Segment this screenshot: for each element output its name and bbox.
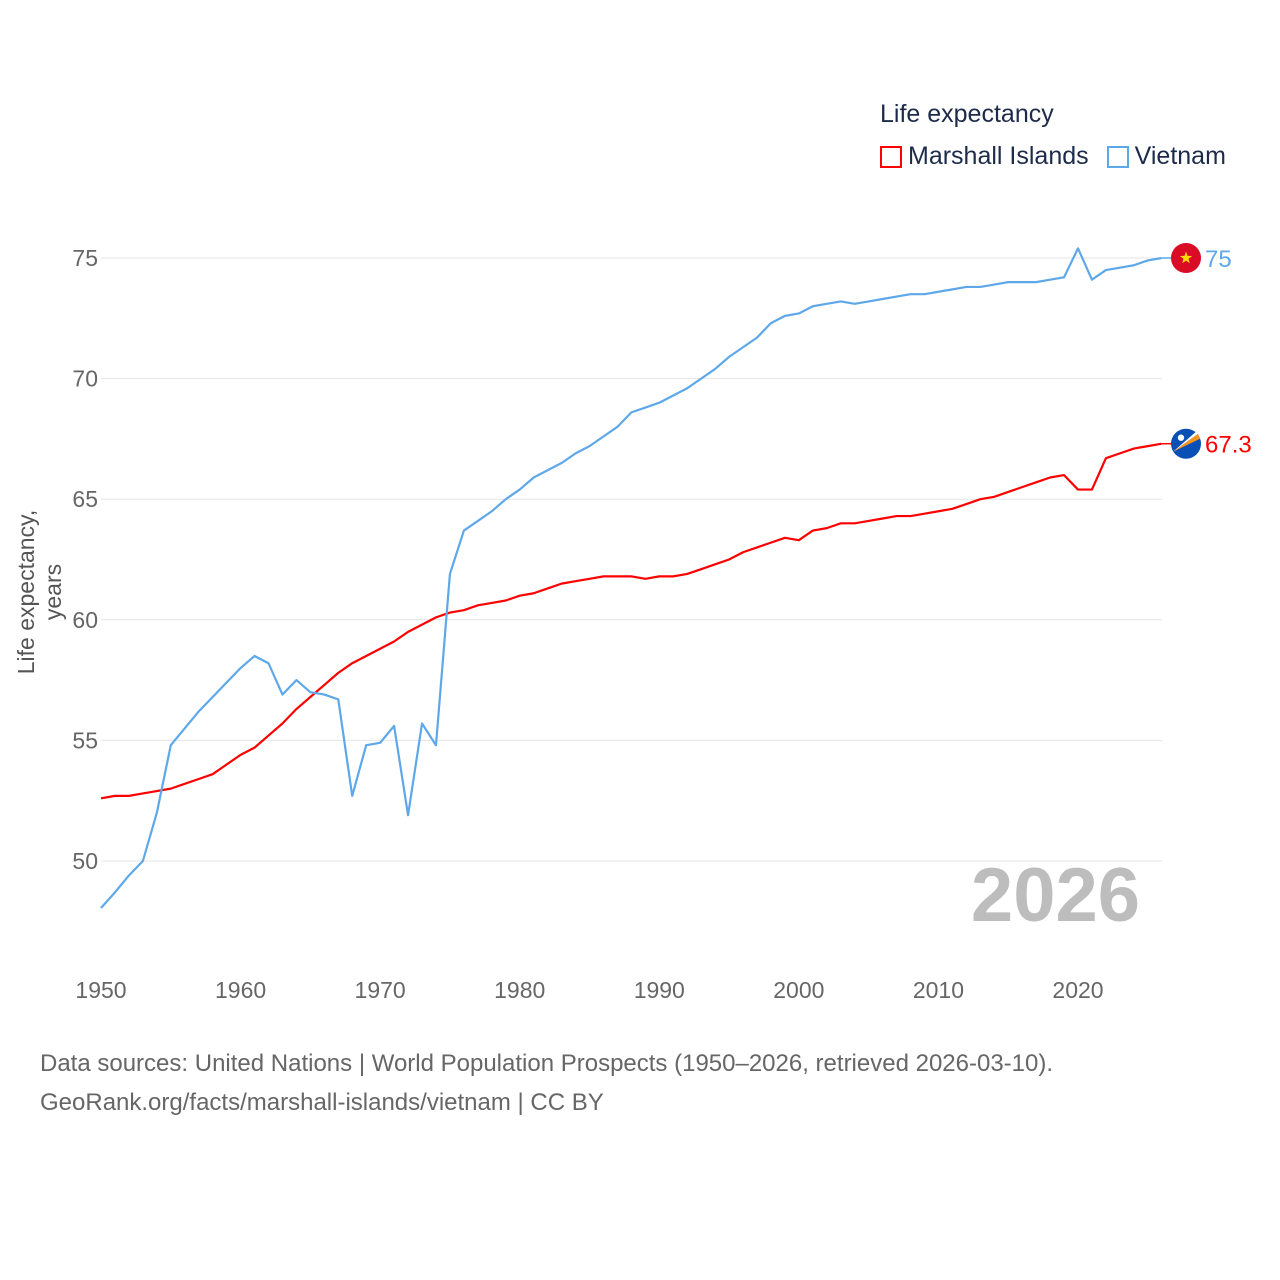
- x-tick-label: 2020: [1052, 977, 1103, 1003]
- x-tick-label: 1990: [634, 977, 685, 1003]
- end-value-label: 75: [1205, 246, 1232, 273]
- flag-stripe-white: [1173, 431, 1198, 452]
- flag-star-icon: [1179, 251, 1193, 264]
- x-tick-label: 1970: [355, 977, 406, 1003]
- legend-item-marshall-islands[interactable]: Marshall Islands: [880, 142, 1089, 171]
- y-axis-label: Life expectancy, years: [13, 509, 66, 675]
- y-tick-label: 70: [72, 366, 98, 392]
- legend-label: Marshall Islands: [908, 142, 1089, 170]
- end-value-label: 67.3: [1205, 432, 1252, 459]
- y-tick-label: 50: [72, 848, 98, 874]
- source-note: Data sources: United Nations | World Pop…: [40, 1044, 1053, 1122]
- legend-swatch: [1106, 145, 1129, 168]
- x-tick-label: 2010: [913, 977, 964, 1003]
- y-tick-label: 65: [72, 486, 98, 512]
- legend-swatch: [880, 145, 902, 168]
- legend-item-vietnam[interactable]: Vietnam: [1106, 142, 1226, 171]
- y-tick-label: 55: [72, 727, 98, 753]
- legend-label: Vietnam: [1134, 142, 1226, 170]
- series-line-vietnam: [100, 247, 1162, 909]
- legend-title: Life expectancy: [880, 100, 1054, 128]
- current-year-label: 2026: [970, 853, 1140, 938]
- legend: Marshall Islands Vietnam: [880, 142, 1226, 171]
- flag-stripe-orange: [1173, 433, 1200, 452]
- y-tick-label: 75: [72, 245, 98, 271]
- flag-star-icon: [1177, 434, 1185, 441]
- url-line: GeoRank.org/facts/marshall-islands/vietn…: [40, 1089, 604, 1116]
- series-line-marshall-islands: [100, 442, 1162, 800]
- x-tick-label: 1950: [75, 977, 126, 1003]
- x-tick-label: 2000: [773, 977, 824, 1003]
- source-line: Data sources: United Nations | World Pop…: [40, 1050, 1054, 1077]
- x-tick-label: 1980: [494, 977, 545, 1003]
- y-tick-label: 60: [72, 607, 98, 633]
- x-tick-label: 1960: [215, 977, 266, 1003]
